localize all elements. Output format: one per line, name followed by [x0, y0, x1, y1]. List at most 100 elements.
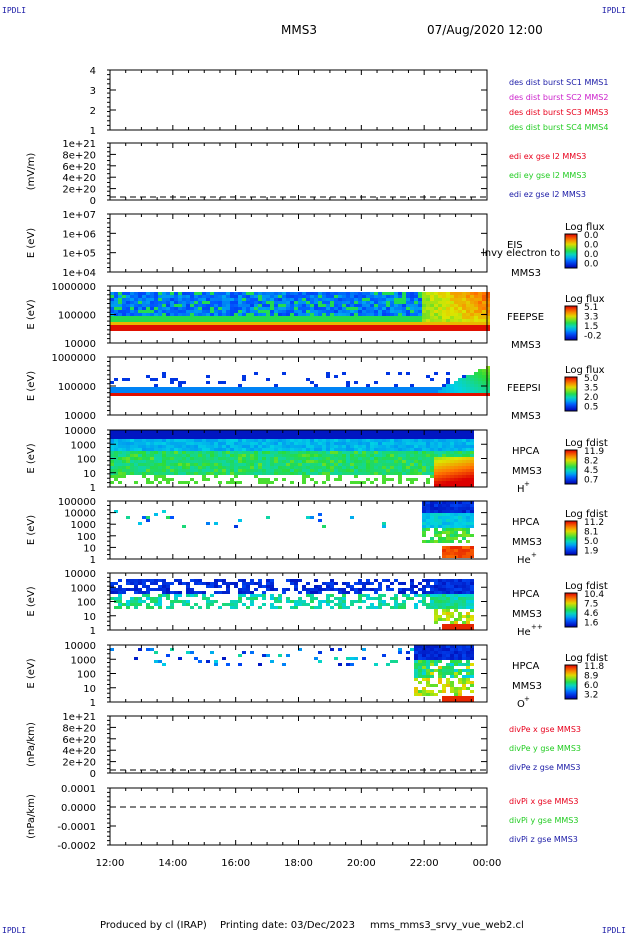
colorbar-tick: 4.6	[584, 609, 599, 619]
instrument-label: HPCA	[512, 589, 540, 600]
x-tick-label: 12:00	[96, 858, 125, 869]
plot-frame	[109, 69, 488, 131]
footer-printing: Printing date: 03/Dec/2023	[220, 920, 356, 931]
x-tick-label: 16:00	[221, 858, 250, 869]
plot-frame	[109, 715, 488, 774]
colorbar-tick: 11.8	[584, 662, 604, 672]
y-tick-label: 100	[77, 455, 96, 466]
plot-frame	[109, 356, 488, 416]
colorbar-title: Log fdist	[565, 509, 608, 520]
y-axis-label: E (eV)	[26, 586, 37, 616]
y-tick-label: 2	[90, 106, 96, 117]
legend-entry: divPi y gse MMS3	[509, 816, 578, 825]
species-label: He	[517, 555, 531, 566]
species-label: O	[517, 699, 525, 710]
colorbar-tick: 4.5	[584, 466, 598, 476]
y-tick-label: 100	[77, 598, 96, 609]
colorbar-tick: 8.2	[584, 457, 598, 467]
y-tick-label: 4	[90, 66, 96, 77]
y-tick-label: 0.0001	[61, 784, 96, 795]
y-tick-label: 1e+21	[62, 139, 96, 150]
colorbar-tick: 1.9	[584, 547, 599, 557]
spacecraft-label: MMS3	[511, 340, 541, 351]
species-label: He	[517, 627, 531, 638]
colorbar-tick: 1.5	[584, 322, 598, 332]
y-tick-label: 1000000	[51, 353, 96, 364]
footer-produced: Produced by cl (IRAP)	[100, 920, 207, 931]
x-tick-label: 20:00	[347, 858, 376, 869]
x-tick-label: 00:00	[473, 858, 502, 869]
y-tick-label: 1e+04	[62, 268, 96, 279]
colorbar-tick: 11.9	[584, 447, 604, 457]
legend-entry: divPi x gse MMS3	[509, 797, 578, 806]
legend-entry: edi ez gse l2 MMS3	[509, 190, 586, 199]
y-tick-label: 1	[90, 126, 96, 137]
colorbar-title: Log flux	[565, 365, 605, 376]
y-axis-label: E (eV)	[26, 299, 37, 329]
y-tick-label: 10000	[64, 339, 96, 350]
spectrogram-p8	[110, 579, 474, 630]
species-charge: +	[531, 551, 537, 559]
instrument-label: EIS	[507, 240, 523, 251]
header-spacecraft: MMS3	[281, 23, 317, 37]
y-tick-label: 1e+05	[62, 249, 96, 260]
colorbar-title: Log flux	[565, 222, 605, 233]
y-tick-label: 0	[90, 769, 96, 780]
y-tick-label: 10	[83, 543, 96, 554]
panel-p3: 1e+07 1e+06 1e+05 1e+04 E (eV) EIS MMS3 lnvy el…	[26, 210, 605, 279]
y-tick-label: 10	[83, 469, 96, 480]
y-tick-label: 4e+20	[62, 746, 96, 757]
colorbar-tick: 0.0	[584, 241, 599, 251]
spacecraft-label: MMS3	[511, 411, 541, 422]
colorbar-title: Log fdist	[565, 438, 608, 449]
y-tick-label: 0	[90, 196, 96, 207]
y-tick-label: 1	[90, 626, 96, 637]
y-axis-label: E (eV)	[26, 443, 37, 473]
spacecraft-label: MMS3	[511, 268, 541, 279]
species-label: H	[517, 484, 525, 495]
y-tick-label: 100000	[58, 497, 96, 508]
spacecraft-label: MMS3	[512, 681, 542, 692]
legend-entry: des dist burst SC4 MMS4	[509, 123, 608, 132]
y-tick-label: 6e+20	[62, 735, 96, 746]
colorbar	[564, 664, 578, 700]
y-tick-label: -0.0002	[57, 841, 96, 852]
colorbar-tick: 3.2	[584, 691, 598, 701]
header-datetime: 07/Aug/2020 12:00	[427, 23, 543, 37]
y-tick-label: 10000	[64, 411, 96, 422]
colorbar-tick: 11.2	[584, 518, 604, 528]
corner-mark-bottom-right: IPDLI	[601, 926, 626, 935]
footer-file: mms_mms3_srvy_vue_web2.cl	[370, 920, 524, 931]
y-tick-label: 10000	[64, 641, 96, 652]
spectrogram-p7	[114, 501, 474, 558]
y-tick-label: -0.0001	[57, 822, 96, 833]
y-tick-label: 100000	[58, 382, 96, 393]
panel-p6: 10000 1000 100 10 1 E (eV) HPCA MMS3 H + Log fdist…	[26, 426, 608, 495]
colorbar-tick: 5.0	[584, 537, 599, 547]
colorbar-tick: 0.5	[584, 403, 598, 413]
corner-mark-top-left: IPDLI	[2, 6, 27, 15]
y-axis-label: E (eV)	[26, 371, 37, 401]
y-tick-label: 10000	[64, 509, 96, 520]
legend-entry: divPe y gse MMS3	[509, 744, 581, 753]
x-tick-label: 22:00	[410, 858, 439, 869]
legend-entry: divPe x gse MMS3	[509, 725, 581, 734]
instrument-label: HPCA	[512, 446, 540, 457]
colorbar-tick: 8.1	[584, 528, 598, 538]
y-tick-label: 0.0000	[61, 803, 96, 814]
y-tick-label: 2e+20	[62, 758, 96, 769]
colorbar-tick: 5.0	[584, 374, 599, 384]
species-charge: +	[524, 695, 530, 703]
colorbar-title: Log fdist	[565, 581, 608, 592]
y-tick-label: 1000	[71, 583, 96, 594]
species-charge: +	[524, 480, 530, 488]
colorbar	[564, 376, 578, 412]
panel-p11: 0.0001 0.0000 -0.0001 -0.0002 (nPa/km) divPi …	[26, 784, 578, 852]
spectrogram-p6	[110, 430, 474, 487]
colorbar-tick: 0.0	[584, 260, 599, 270]
y-tick-label: 2e+20	[62, 185, 96, 196]
y-tick-label: 100	[77, 532, 96, 543]
colorbar-tick: 0.0	[584, 231, 599, 241]
y-tick-label: 1000	[71, 440, 96, 451]
